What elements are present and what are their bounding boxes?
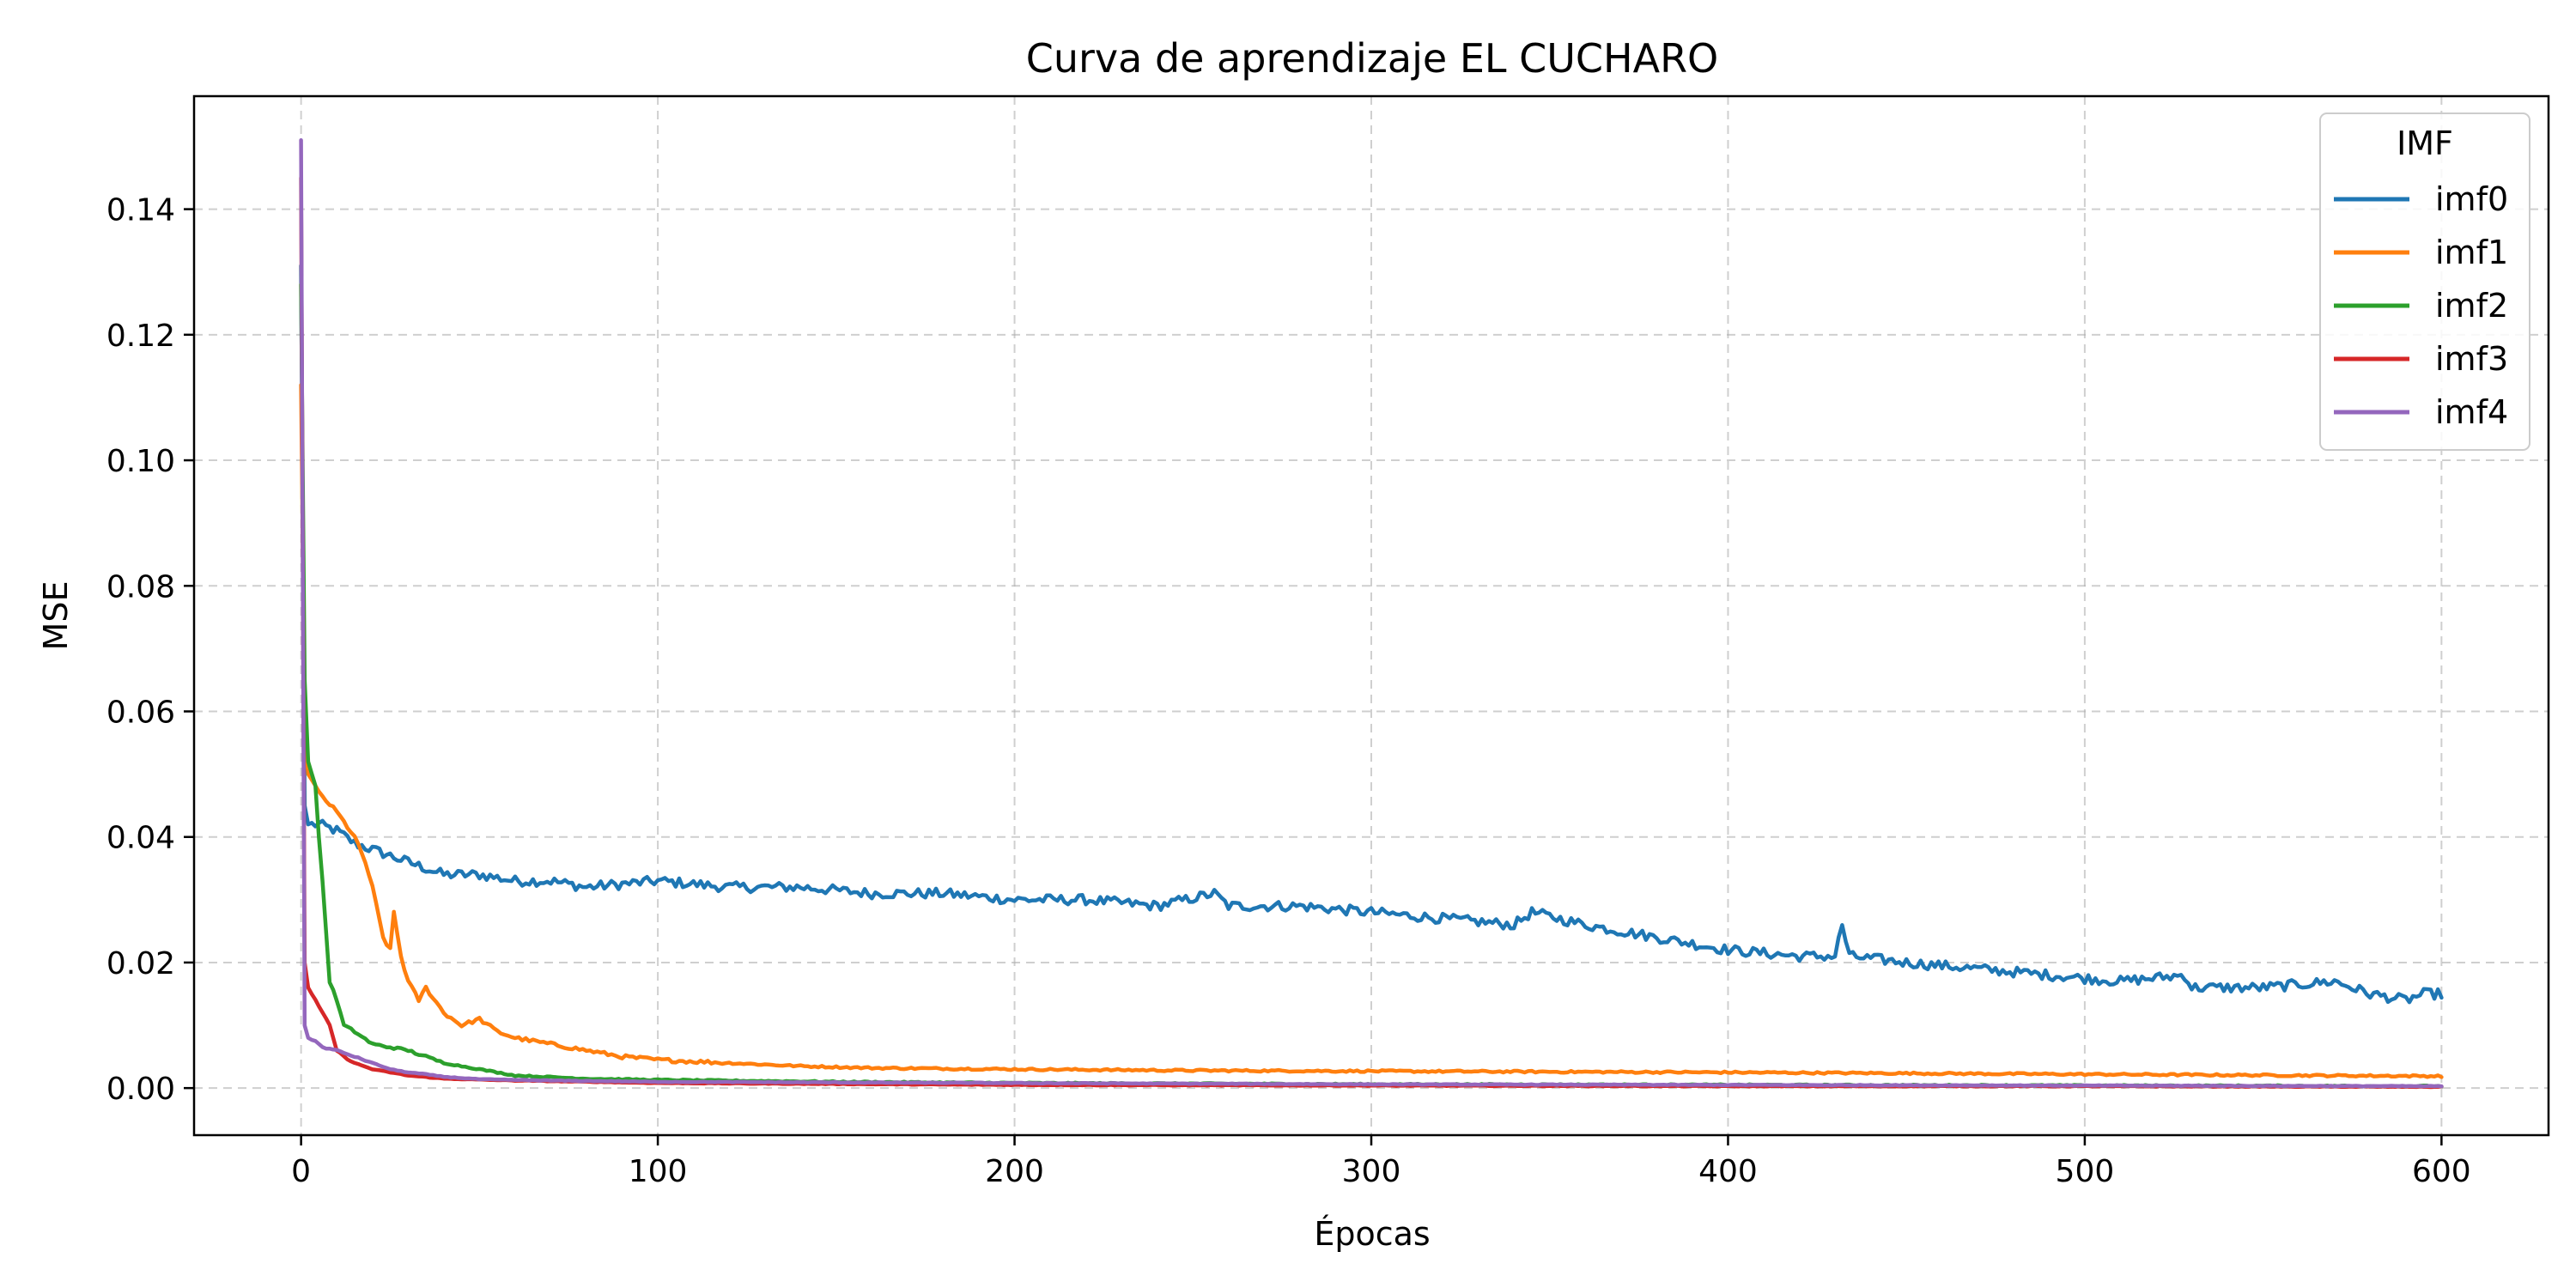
y-tick-label: 0.04 <box>106 821 175 856</box>
legend-label-imf1: imf1 <box>2435 234 2508 271</box>
y-tick-label: 0.02 <box>106 946 175 981</box>
legend-label-imf3: imf3 <box>2435 340 2508 378</box>
x-tick-label: 300 <box>1342 1154 1401 1189</box>
y-tick-label: 0.00 <box>106 1072 175 1107</box>
legend-label-imf4: imf4 <box>2435 393 2508 431</box>
x-tick-label: 100 <box>629 1154 688 1189</box>
series-line-imf0 <box>299 264 2444 1005</box>
y-axis: 0.00 0.02 0.04 0.06 0.08 0.10 0.12 0.14 <box>106 193 194 1107</box>
x-axis: 0 100 200 300 400 500 600 <box>291 1135 2471 1189</box>
legend-label-imf2: imf2 <box>2435 287 2508 325</box>
plot-series <box>299 137 2444 1090</box>
legend: IMF imf0 imf1 imf2 imf3 imf4 <box>2319 112 2530 451</box>
series-line-imf4 <box>299 137 2444 1089</box>
y-axis-label: MSE <box>37 581 75 651</box>
x-tick-label: 400 <box>1698 1154 1758 1189</box>
chart-title: Curva de aprendizaje EL CUCHARO <box>1026 35 1719 82</box>
x-tick-label: 200 <box>985 1154 1044 1189</box>
series-line-imf1 <box>299 383 2444 1079</box>
x-tick-label: 0 <box>291 1154 311 1189</box>
x-tick-label: 500 <box>2056 1154 2115 1189</box>
y-tick-label: 0.12 <box>106 319 175 354</box>
legend-label-imf0: imf0 <box>2435 180 2508 218</box>
y-tick-label: 0.14 <box>106 193 175 228</box>
y-tick-label: 0.10 <box>106 444 175 479</box>
legend-title: IMF <box>2397 125 2453 162</box>
x-tick-label: 600 <box>2412 1154 2471 1189</box>
y-tick-label: 0.06 <box>106 695 175 730</box>
y-tick-label: 0.08 <box>106 569 175 605</box>
x-axis-label: Épocas <box>1314 1215 1430 1253</box>
legend-entries: imf0 imf1 imf2 imf3 imf4 <box>2334 180 2508 431</box>
